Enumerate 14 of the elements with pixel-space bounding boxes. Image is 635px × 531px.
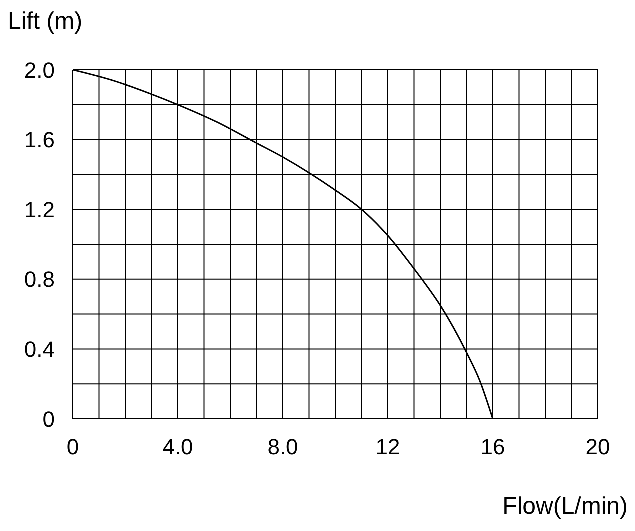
x-tick-label: 12 <box>376 434 400 460</box>
y-tick-label: 1.2 <box>24 197 55 222</box>
y-tick-label: 1.6 <box>24 128 55 153</box>
x-tick-label: 8.0 <box>268 434 298 460</box>
y-tick-label: 0 <box>42 406 55 432</box>
x-tick-label: 16 <box>480 434 506 460</box>
y-tick-label: 0.8 <box>24 267 55 292</box>
y-axis-title: Lift (m) <box>8 8 83 36</box>
x-tick-label: 20 <box>586 434 610 460</box>
y-tick-label: 0.4 <box>24 337 55 362</box>
x-tick-label: 0 <box>66 434 80 460</box>
y-tick-label: 2.0 <box>24 58 55 83</box>
x-tick-label: 4.0 <box>162 434 194 460</box>
x-axis-title: Flow(L/min) <box>502 493 628 521</box>
